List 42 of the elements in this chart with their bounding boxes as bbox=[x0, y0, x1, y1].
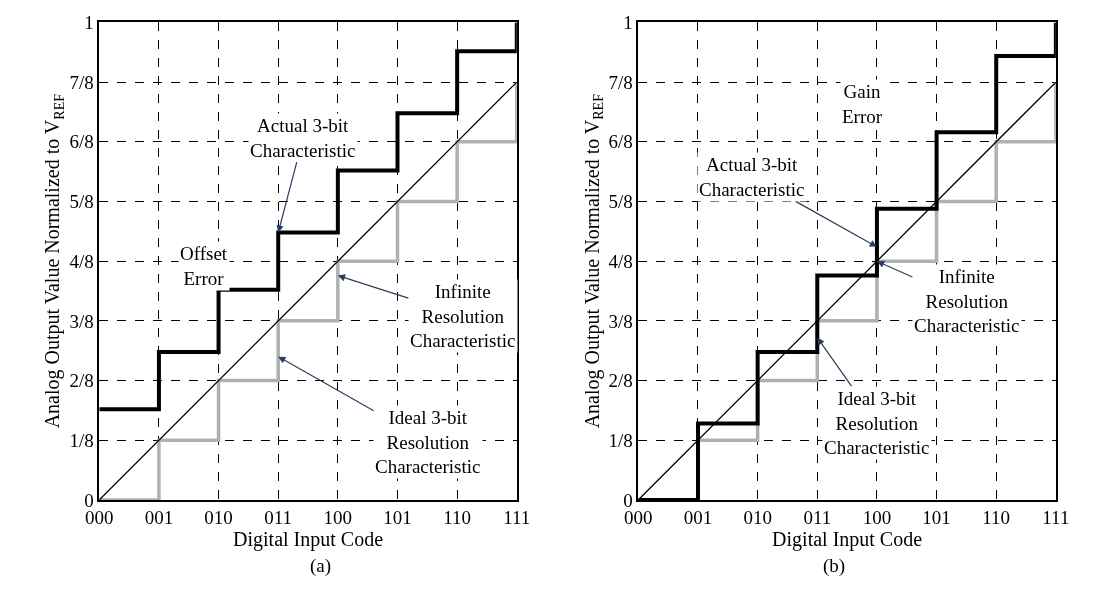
x-axis-title: Digital Input Code bbox=[772, 528, 923, 552]
y-tick-label: 1/8 bbox=[69, 429, 94, 451]
annotation: Ideal 3-bit Resolution Characteristic bbox=[824, 388, 930, 459]
x-tick-label: 010 bbox=[204, 507, 233, 529]
annotation: Actual 3-bit Characteristic bbox=[699, 154, 805, 200]
annotation: Offset Error bbox=[180, 243, 228, 289]
x-tick-label: 101 bbox=[922, 507, 951, 529]
y-tick-label: 5/8 bbox=[69, 191, 94, 213]
x-tick-label: 001 bbox=[683, 507, 713, 529]
x-tick-label: 101 bbox=[383, 507, 412, 529]
x-tick-label: 111 bbox=[1042, 507, 1070, 529]
y-tick-label: 6/8 bbox=[608, 131, 633, 153]
x-tick-label: 110 bbox=[982, 507, 1011, 529]
x-tick-label: 001 bbox=[144, 507, 174, 529]
x-tick-label: 110 bbox=[443, 507, 472, 529]
x-tick-label: 111 bbox=[503, 507, 531, 529]
y-tick-label: 1 bbox=[623, 12, 633, 34]
annotation: Infinite Resolution Characteristic bbox=[914, 266, 1020, 337]
x-tick-label: 010 bbox=[743, 507, 772, 529]
text: (b) bbox=[823, 555, 846, 577]
y-tick-label: 1 bbox=[84, 12, 94, 34]
y-tick-label: 3/8 bbox=[608, 310, 633, 332]
annotation: Infinite Resolution Characteristic bbox=[410, 281, 516, 352]
y-tick-label: 4/8 bbox=[69, 250, 94, 272]
annotation: Gain Error bbox=[842, 81, 883, 127]
text: (a) bbox=[310, 555, 332, 577]
x-axis-title: Digital Input Code bbox=[233, 528, 384, 552]
y-tick-label: 2/8 bbox=[69, 370, 94, 392]
y-tick-label: 4/8 bbox=[608, 250, 633, 272]
y-tick-label: 5/8 bbox=[608, 191, 633, 213]
y-tick-label: 6/8 bbox=[69, 131, 94, 153]
x-tick-label: 100 bbox=[323, 507, 353, 529]
y-tick-label: 1/8 bbox=[608, 429, 633, 451]
x-tick-label: 100 bbox=[862, 507, 892, 529]
y-tick-label: 2/8 bbox=[608, 370, 633, 392]
y-tick-label: 7/8 bbox=[608, 71, 633, 93]
x-tick-label: 011 bbox=[264, 507, 293, 529]
y-tick-label: 3/8 bbox=[69, 310, 94, 332]
annotation: Actual 3-bit Characteristic bbox=[250, 115, 356, 161]
x-tick-label: 011 bbox=[803, 507, 832, 529]
annotation: Ideal 3-bit Resolution Characteristic bbox=[375, 407, 481, 478]
y-tick-label: 7/8 bbox=[69, 71, 94, 93]
